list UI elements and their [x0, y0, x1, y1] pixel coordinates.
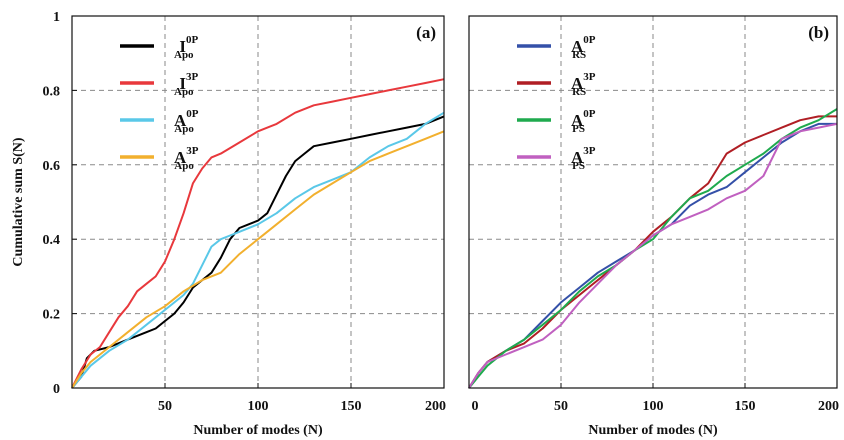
series-line-A-3P-Apo — [71, 130, 445, 389]
x-tick-label: 200 — [818, 399, 839, 414]
x-tick-label: 100 — [643, 399, 664, 414]
legend-item: A0P Apo — [120, 108, 199, 135]
y-tick-label: 0 — [53, 382, 60, 397]
legend-label: A3P RS — [571, 71, 596, 98]
y-tick-label: 0.6 — [43, 159, 61, 174]
legend-item: I0P Apo — [120, 34, 198, 61]
x-tick-label: 100 — [248, 399, 269, 414]
legend-label: A0P PS — [571, 108, 596, 135]
y-tick-label: 1 — [53, 10, 60, 25]
x-axis-label: Number of modes (N) — [193, 423, 323, 438]
x-tick-label: 150 — [735, 399, 756, 414]
panel-a: 50 100 150 200 0 0.2 0.4 0.6 0.8 1 Number of modes… — [11, 10, 446, 438]
legend-label: A0P RS — [571, 34, 596, 61]
x-axis-label: Number of modes (N) — [588, 423, 718, 438]
legend-item: A3P Apo — [120, 145, 199, 172]
x-tick-label: 50 — [158, 399, 172, 414]
series-line-A-3P-RS — [468, 115, 837, 389]
legend-label: A3P PS — [571, 145, 596, 172]
legend-item: I3P Apo — [120, 71, 198, 98]
legend-label: I3P Apo — [174, 71, 198, 98]
series-line-A-0P-Apo — [71, 111, 445, 389]
legend-label: A3P Apo — [174, 145, 199, 172]
x-tick-label: 0 — [472, 399, 479, 414]
legend-item: A3P PS — [517, 145, 596, 172]
y-axis-label: Cumulative sum S(N) — [11, 137, 26, 266]
x-tick-label: 200 — [425, 399, 446, 414]
series-line-I-3P-Apo — [71, 78, 445, 389]
legend-item: A3P RS — [517, 71, 596, 98]
legend-label: I0P Apo — [174, 34, 198, 61]
panel-label: (b) — [808, 23, 829, 42]
y-tick-label: 0.8 — [43, 84, 61, 99]
x-tick-label: 150 — [341, 399, 362, 414]
panel-label: (a) — [416, 23, 436, 42]
legend-item: A0P PS — [517, 108, 596, 135]
series-line-A-0P-PS — [468, 108, 838, 389]
x-tick-label: 50 — [554, 399, 568, 414]
series-line-A-3P-PS — [468, 122, 838, 389]
y-tick-label: 0.2 — [43, 308, 61, 323]
legend-item: A0P RS — [517, 34, 596, 61]
legend: A0P RS A3P RS A0P PS A3P PS — [517, 34, 596, 172]
y-tick-label: 0.4 — [43, 233, 61, 248]
legend-label: A0P Apo — [174, 108, 199, 135]
legend: I0P Apo I3P Apo A0P Apo A3P Apo — [120, 34, 199, 172]
